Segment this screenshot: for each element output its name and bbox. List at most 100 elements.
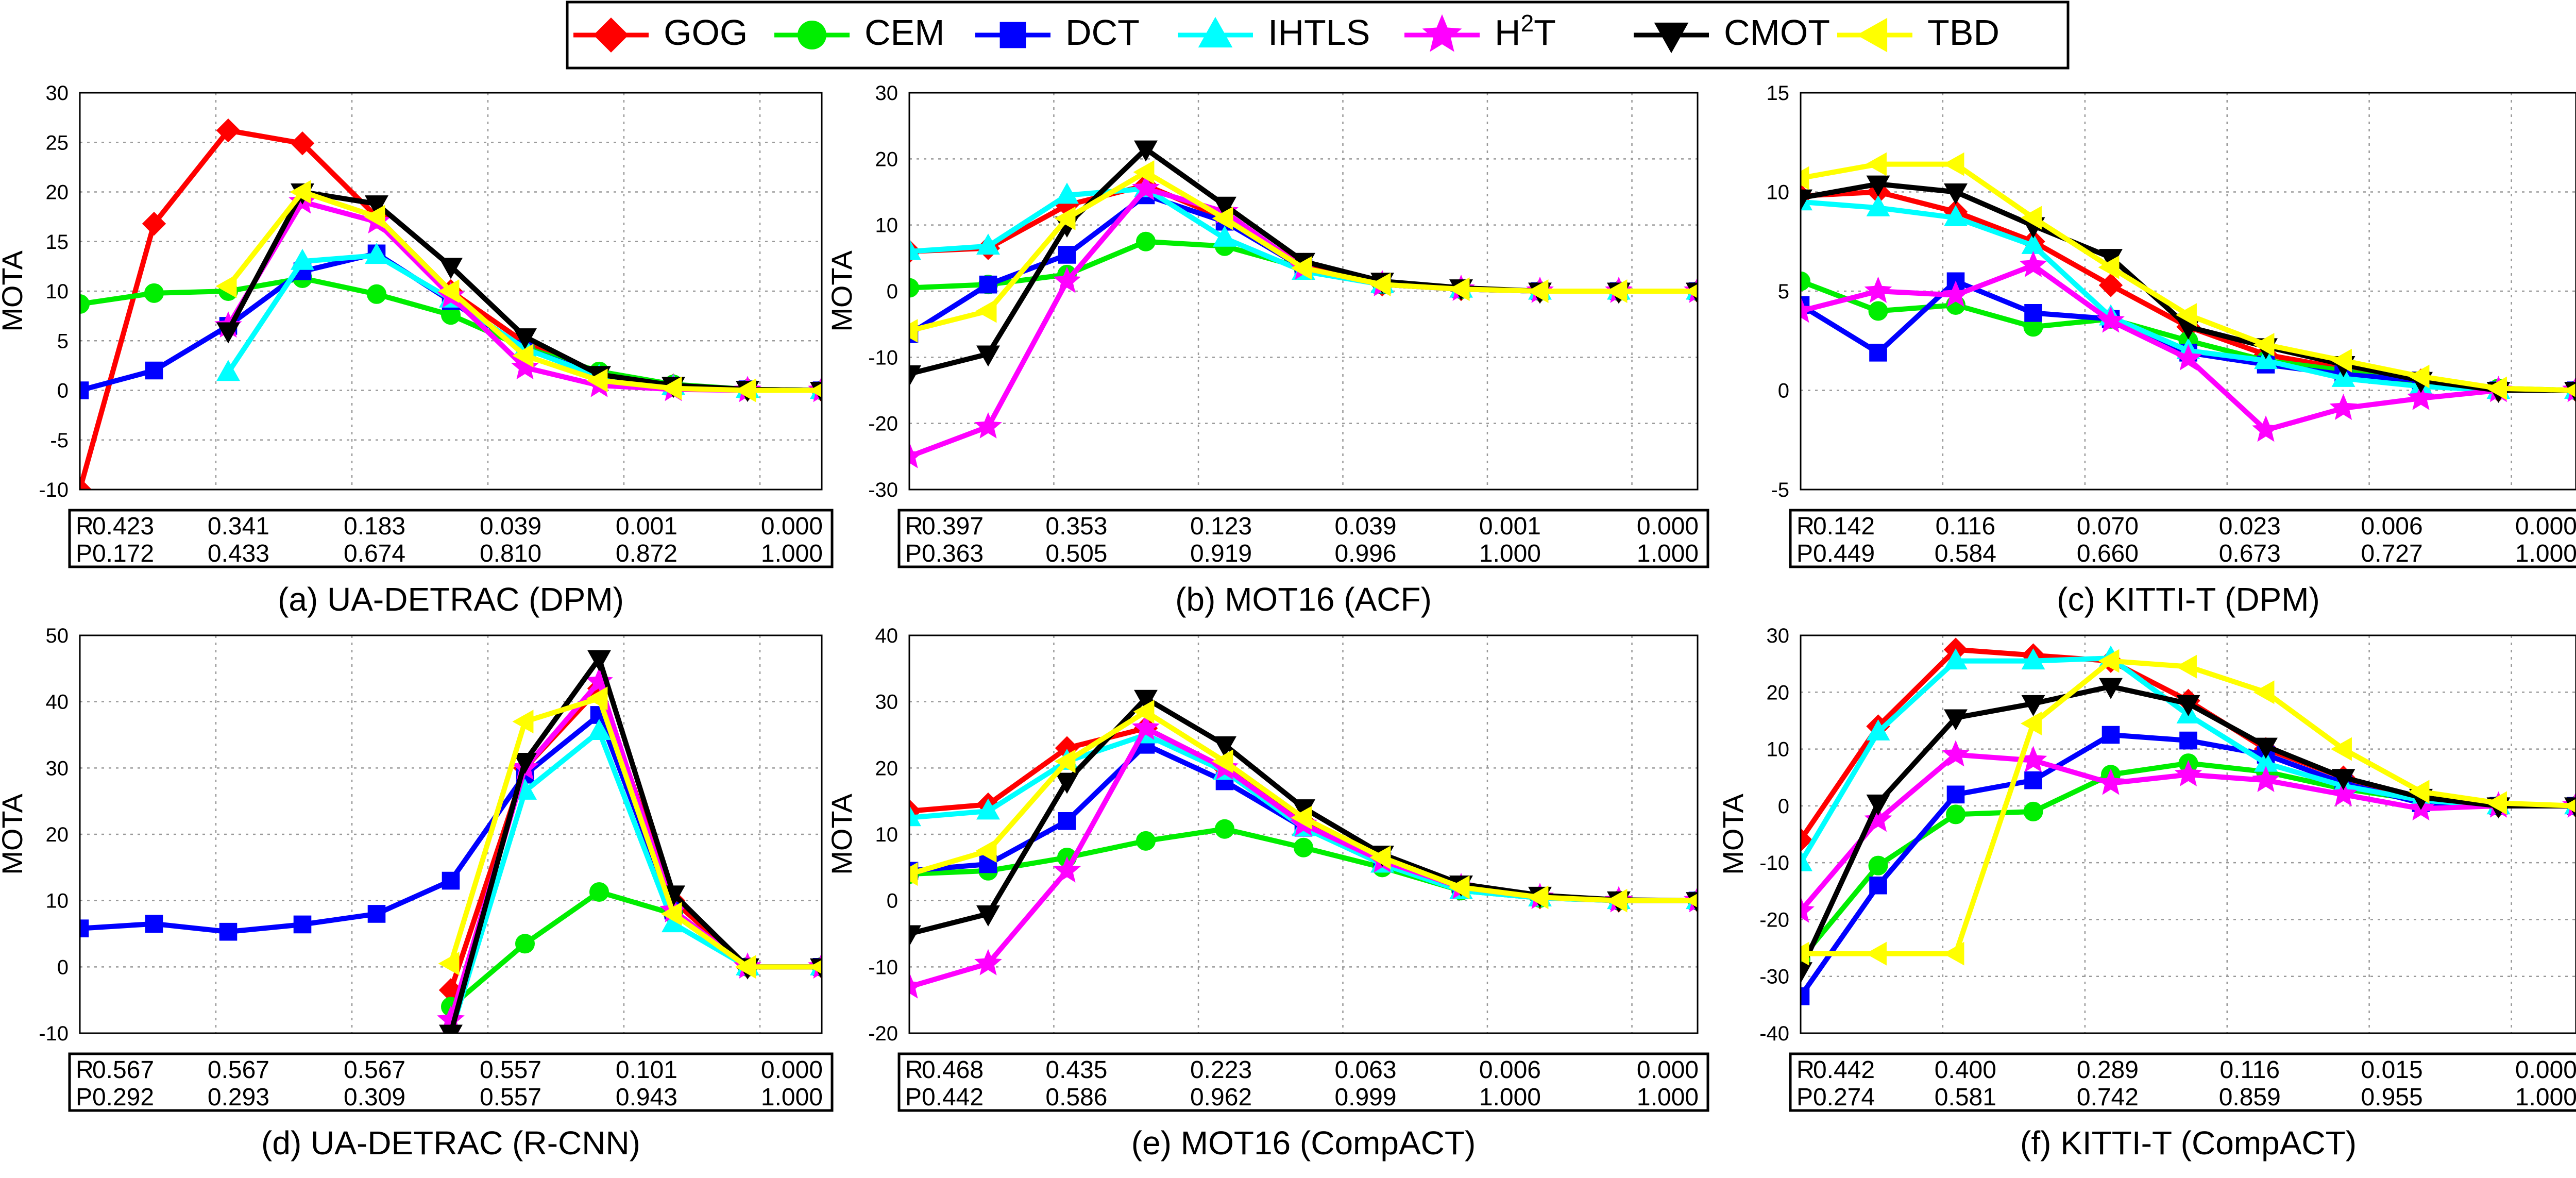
legend-label-tail: T	[1534, 12, 1556, 53]
y-tick-label: 20	[875, 148, 899, 171]
series	[1790, 679, 2576, 981]
plot-area	[1789, 639, 2576, 1004]
legend-label: CEM	[865, 12, 945, 53]
plot-area	[72, 651, 833, 1044]
series-line	[1801, 763, 2576, 959]
y-tick-label: 10	[46, 280, 69, 303]
y-tick-label: 0	[57, 956, 69, 979]
rp-cell: 0.309	[344, 1084, 405, 1111]
rp-cell: 0.116	[2219, 1056, 2280, 1084]
legend-label: DCT	[1065, 12, 1140, 53]
rp-cell: 0.872	[616, 540, 677, 567]
rp-cell: 0.000	[761, 513, 823, 540]
plot-area	[898, 142, 1709, 466]
chart-title: (e) MOT16 (CompACT)	[1131, 1124, 1476, 1162]
data-point	[2025, 772, 2041, 788]
data-point	[980, 277, 996, 293]
rp-cell: 0.000	[761, 1056, 823, 1084]
rp-row-label: P	[76, 1084, 92, 1111]
rp-cell: 0.581	[1935, 1084, 1996, 1111]
rp-row-label: R	[76, 1056, 94, 1084]
y-tick-label: 15	[46, 231, 69, 254]
rp-cell: 0.023	[2219, 513, 2281, 540]
data-point	[899, 321, 917, 341]
data-point	[2103, 727, 2119, 743]
data-point	[1868, 154, 1886, 174]
rp-cell: 0.996	[1334, 540, 1396, 567]
legend-marker	[1001, 23, 1025, 47]
data-point	[1870, 857, 1887, 874]
data-point	[2178, 657, 2196, 677]
data-point	[221, 924, 236, 940]
y-tick-label: -5	[50, 429, 69, 452]
data-point	[1945, 944, 1963, 964]
data-point	[1867, 279, 1890, 301]
series-line	[451, 892, 822, 1007]
y-tick-label: -5	[1771, 479, 1789, 501]
data-point	[145, 284, 163, 302]
rp-cell: 0.955	[2361, 1084, 2423, 1111]
rp-cell: 0.000	[1637, 1056, 1699, 1084]
y-tick-label: 15	[1767, 82, 1790, 105]
rp-row-label: P	[76, 540, 92, 567]
data-point	[977, 415, 999, 436]
data-point	[146, 916, 162, 932]
y-axis-label: MOTA	[825, 794, 858, 875]
rp-cell: 0.727	[2361, 540, 2423, 567]
rp-row-label: R	[1797, 513, 1815, 540]
series	[898, 177, 1709, 466]
y-tick-label: -20	[868, 1022, 898, 1045]
rp-cell: 0.289	[2077, 1056, 2139, 1084]
rp-cell: 0.468	[922, 1056, 984, 1084]
rp-cell: 0.292	[92, 1084, 154, 1111]
plot-area	[898, 691, 1709, 997]
rp-cell: 0.810	[480, 540, 541, 567]
rp-table-box	[70, 1054, 832, 1110]
data-point	[1947, 805, 1964, 823]
rp-cell: 0.101	[616, 1056, 677, 1084]
rp-cell: 1.000	[1637, 1084, 1699, 1111]
y-tick-label: 10	[875, 823, 899, 846]
y-tick-label: 0	[1778, 795, 1789, 818]
y-tick-label: 0	[1778, 380, 1789, 402]
y-tick-label: 40	[875, 625, 899, 647]
rp-cell: 0.363	[922, 540, 984, 567]
rp-cell: 0.070	[2077, 513, 2139, 540]
rp-cell: 0.943	[616, 1084, 677, 1111]
data-point	[2256, 682, 2274, 702]
y-tick-label: 10	[46, 890, 69, 913]
data-point	[899, 864, 917, 884]
series	[1792, 754, 2576, 968]
rp-cell: 0.172	[92, 540, 154, 567]
rp-cell: 1.000	[1479, 1084, 1541, 1111]
y-axis-label: MOTA	[825, 250, 858, 332]
y-tick-label: -40	[1759, 1022, 1789, 1045]
y-tick-label: -10	[39, 479, 69, 501]
rp-table-box	[899, 510, 1708, 567]
rp-cell: 0.586	[1045, 1084, 1107, 1111]
y-tick-label: 10	[1767, 738, 1790, 761]
rp-cell: 0.433	[208, 540, 269, 567]
rp-cell: 0.039	[1334, 513, 1396, 540]
y-tick-label: -20	[868, 413, 898, 435]
rp-cell: 0.000	[2515, 1056, 2576, 1084]
chart-title: (b) MOT16 (ACF)	[1175, 581, 1432, 618]
data-point	[2025, 803, 2042, 820]
rp-cell: 0.006	[1479, 1056, 1541, 1084]
rp-table-box	[1790, 510, 2576, 567]
legend-label: TBD	[1927, 12, 1999, 53]
rp-cell: 0.674	[344, 540, 405, 567]
data-point	[2332, 396, 2355, 418]
y-tick-label: 30	[46, 82, 69, 105]
rp-cell: 0.673	[2219, 540, 2281, 567]
rp-table-box	[70, 510, 832, 567]
data-point	[443, 873, 459, 889]
rp-cell: 0.015	[2361, 1056, 2423, 1084]
series-line	[909, 172, 1698, 331]
